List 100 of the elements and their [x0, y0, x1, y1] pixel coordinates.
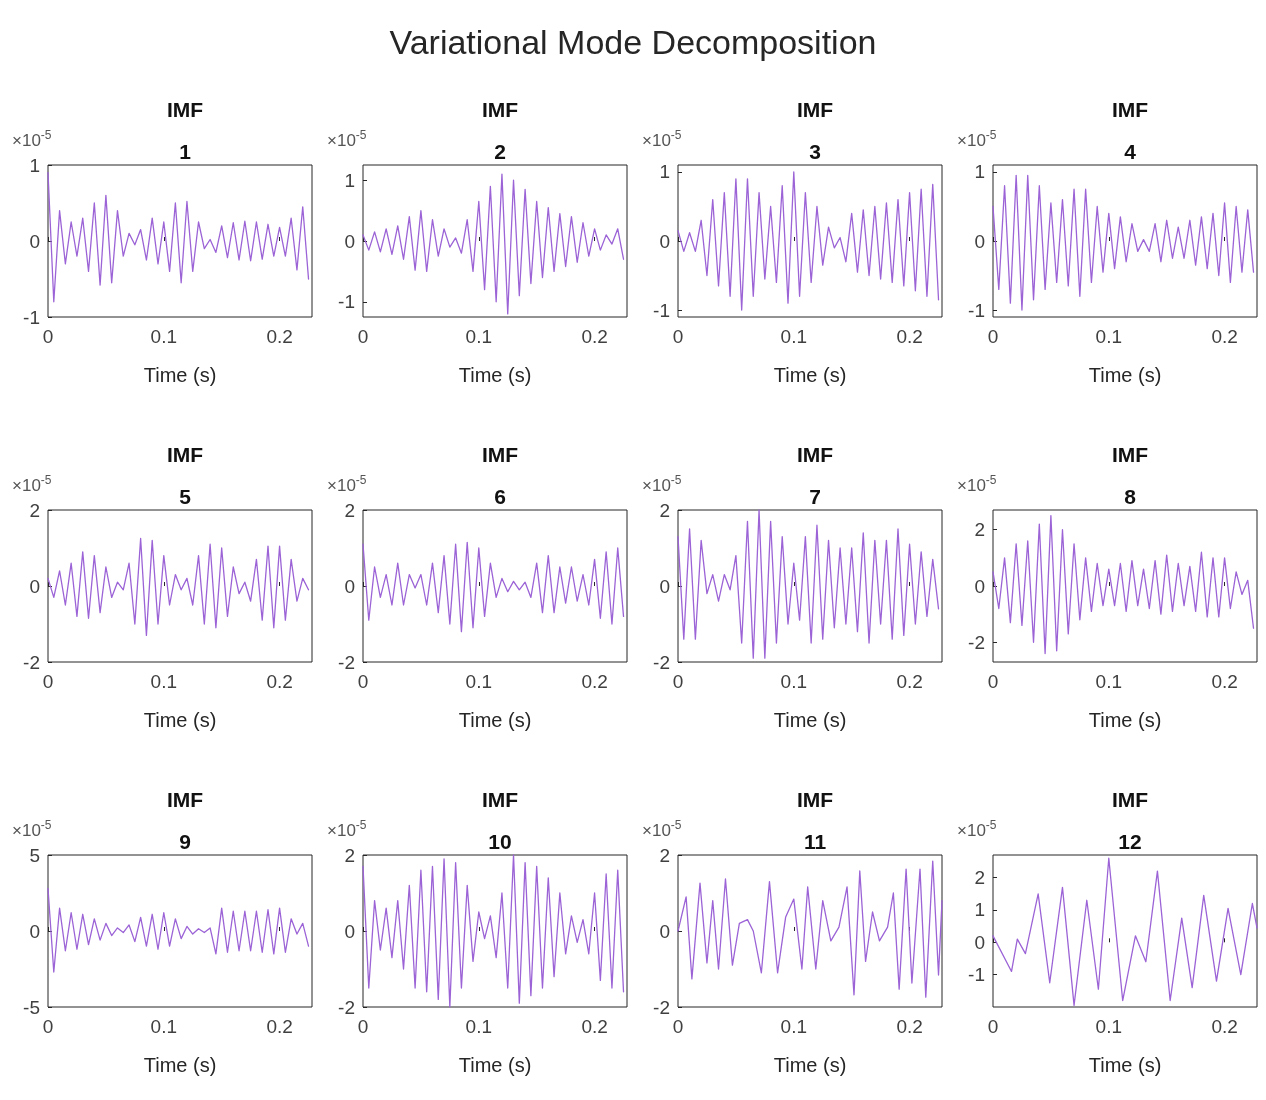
- y-tick-label: 1: [29, 154, 40, 176]
- x-axis-title: Time (s): [143, 709, 217, 731]
- y-tick-label: 2: [659, 844, 670, 866]
- y-tick-label: 5: [29, 844, 40, 866]
- chart-title: IMF 12: [1111, 787, 1149, 853]
- x-tick-label: 0: [672, 326, 684, 347]
- chart-title: IMF 10: [481, 787, 519, 853]
- x-tick-label: 0: [672, 671, 684, 692]
- y-tick-label: -1: [968, 964, 985, 986]
- x-tick-label: 0: [987, 326, 999, 347]
- y-tick-label: -5: [23, 996, 40, 1018]
- x-tick-label: 0.2: [896, 1016, 923, 1037]
- x-tick-label: 0.2: [1211, 671, 1238, 692]
- x-tick-label: 0: [42, 326, 54, 347]
- y-tick-label: 2: [974, 867, 985, 889]
- x-axis-title: Time (s): [773, 1054, 847, 1076]
- x-tick-label: 0: [987, 671, 999, 692]
- x-axis-title: Time (s): [143, 364, 217, 386]
- x-tick-label: 0.1: [1095, 326, 1122, 347]
- x-axis-title: Time (s): [458, 1054, 532, 1076]
- x-tick-label: 0.2: [266, 326, 293, 347]
- y-tick-label: -2: [338, 996, 355, 1018]
- line-series: [992, 857, 1258, 1007]
- y-tick-label: -2: [653, 996, 670, 1018]
- x-tick-label: 0.2: [896, 671, 923, 692]
- line-series: [677, 860, 943, 998]
- x-axis-title: Time (s): [1088, 1054, 1162, 1076]
- y-tick-label: 0: [974, 230, 985, 252]
- y-tick-label: 2: [344, 844, 355, 866]
- x-tick-label: 0.2: [896, 326, 923, 347]
- chart-title: IMF 4: [1111, 97, 1149, 163]
- line-series: [362, 173, 625, 315]
- x-tick-label: 0.2: [581, 671, 608, 692]
- y-tick-label: 1: [344, 169, 355, 191]
- y-tick-label: -2: [338, 651, 355, 673]
- x-tick-label: 0.1: [465, 671, 492, 692]
- x-axis-title: Time (s): [143, 1054, 217, 1076]
- x-tick-label: 0.2: [1211, 326, 1238, 347]
- x-axis-title: Time (s): [773, 709, 847, 731]
- y-tick-label: -1: [23, 306, 40, 328]
- chart-title: IMF 9: [166, 787, 204, 853]
- x-tick-label: 0: [357, 671, 369, 692]
- x-tick-label: 0: [672, 1016, 684, 1037]
- x-tick-label: 0: [42, 1016, 54, 1037]
- x-tick-label: 0.2: [266, 671, 293, 692]
- y-tick-label: 0: [344, 575, 355, 597]
- y-tick-label: 0: [974, 575, 985, 597]
- x-axis-title: Time (s): [773, 364, 847, 386]
- y-tick-label: 2: [659, 499, 670, 521]
- line-series: [362, 541, 625, 633]
- chart-title: IMF 3: [796, 97, 834, 163]
- y-tick-label: -2: [23, 651, 40, 673]
- x-tick-label: 0.1: [780, 671, 807, 692]
- x-axis-title: Time (s): [458, 709, 532, 731]
- y-tick-label: 0: [659, 575, 670, 597]
- line-series: [992, 514, 1255, 655]
- x-tick-label: 0.1: [1095, 1016, 1122, 1037]
- x-tick-label: 0.1: [780, 326, 807, 347]
- y-tick-label: 1: [974, 899, 985, 921]
- x-tick-label: 0.1: [150, 326, 177, 347]
- y-tick-label: 2: [974, 519, 985, 541]
- chart-title: IMF 7: [796, 442, 834, 508]
- x-tick-label: 0: [357, 1016, 369, 1037]
- y-tick-label: -1: [968, 299, 985, 321]
- text: Variational Mode Decomposition: [389, 23, 877, 61]
- y-tick-label: 2: [29, 499, 40, 521]
- x-tick-label: 0: [357, 326, 369, 347]
- line-series: [47, 887, 310, 973]
- chart-title: IMF 5: [166, 442, 204, 508]
- line-series: [992, 174, 1255, 311]
- x-tick-label: 0.2: [581, 326, 608, 347]
- x-tick-label: 0.2: [581, 1016, 608, 1037]
- chart-title: IMF 2: [481, 97, 519, 163]
- y-tick-label: 0: [29, 575, 40, 597]
- y-tick-label: 2: [344, 499, 355, 521]
- x-axis-title: Time (s): [1088, 364, 1162, 386]
- y-tick-label: 0: [344, 230, 355, 252]
- x-tick-label: 0.1: [465, 326, 492, 347]
- x-tick-label: 0.1: [780, 1016, 807, 1037]
- line-series: [677, 509, 940, 659]
- x-tick-label: 0.1: [465, 1016, 492, 1037]
- y-tick-label: 1: [659, 161, 670, 183]
- y-tick-label: 0: [659, 920, 670, 942]
- line-series: [47, 537, 310, 637]
- chart-title: IMF 11: [796, 787, 834, 853]
- y-tick-label: 0: [974, 931, 985, 953]
- line-series: [677, 171, 940, 311]
- x-tick-label: 0.1: [150, 1016, 177, 1037]
- x-tick-label: 0: [987, 1016, 999, 1037]
- x-tick-label: 0.2: [266, 1016, 293, 1037]
- x-tick-label: 0.1: [1095, 671, 1122, 692]
- chart-title: IMF 1: [166, 97, 204, 163]
- y-tick-label: 0: [29, 920, 40, 942]
- chart-title: IMF 6: [481, 442, 519, 508]
- x-tick-label: 0: [42, 671, 54, 692]
- chart-title: IMF 8: [1111, 442, 1149, 508]
- y-tick-label: 1: [974, 161, 985, 183]
- x-axis-title: Time (s): [458, 364, 532, 386]
- x-tick-label: 0.1: [150, 671, 177, 692]
- y-tick-label: -1: [338, 291, 355, 313]
